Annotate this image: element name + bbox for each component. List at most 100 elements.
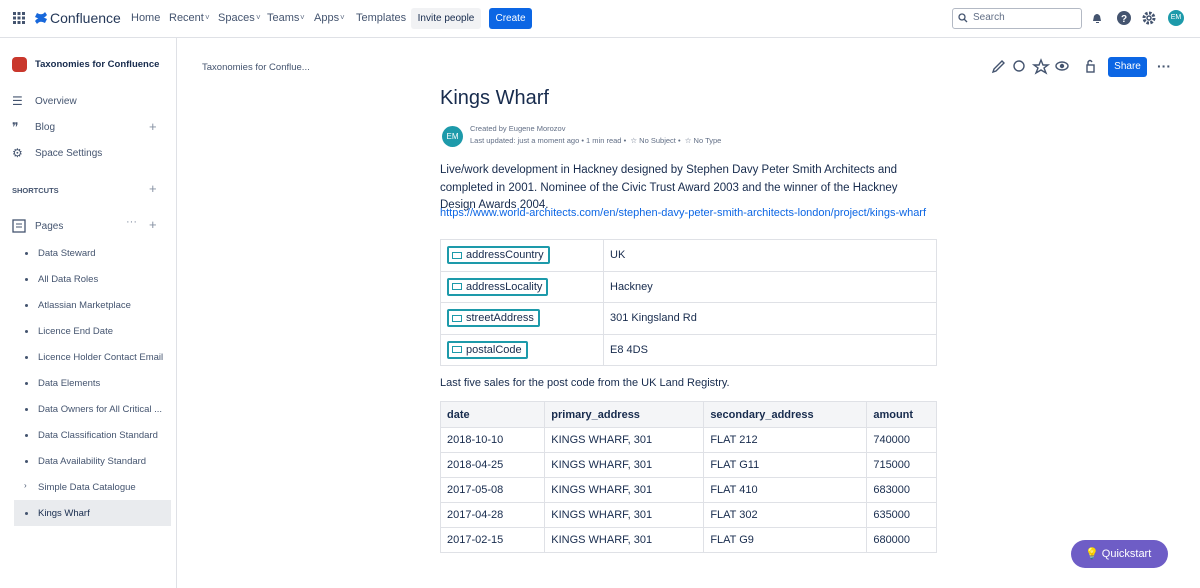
page-link[interactable]: All Data Roles [38,274,99,285]
property-key: addressLocality [447,277,549,296]
table-cell: FLAT G9 [703,527,868,553]
column-header: primary_address [544,401,705,428]
space-title[interactable]: Taxonomies for Confluence [35,59,160,70]
page-link[interactable]: Licence End Date [38,326,113,337]
chevron: ˅ [340,13,345,22]
table-row: 2017-04-28 KINGS WHARF, 301 FLAT 302 635000 [439,502,937,528]
nav-item[interactable]: Spaces [218,12,255,24]
nav-item[interactable]: Apps [314,12,340,24]
property-key-cell: streetAddress [440,302,604,335]
page-link[interactable]: Data Elements [38,378,101,389]
property-value: E8 4DS [603,333,937,366]
column-header: amount [866,401,937,428]
sidebar-link[interactable]: Blog [35,122,56,133]
table-cell: FLAT G11 [703,452,868,478]
sidebar-link[interactable]: Space Settings [35,148,103,159]
property-key: addressCountry [447,246,550,265]
page-link[interactable]: Licence Holder Contact Email [38,352,164,363]
page-actions[interactable] [990,58,1100,76]
page-link[interactable]: Simple Data Catalogue [38,482,136,493]
table-cell: KINGS WHARF, 301 [544,452,705,478]
page-link[interactable]: Data Owners for All Critical ... [38,404,163,415]
help[interactable]: ? [1116,10,1132,26]
column-header: date [439,401,546,428]
table-cell: 740000 [866,427,937,453]
page-link[interactable]: Data Availability Standard [38,456,147,467]
share-button[interactable]: Share [1108,57,1147,77]
top-nav: Confluence Home Recent Spaces Teams Apps Temp… [0,0,1200,38]
bullet [25,460,28,463]
page-link[interactable]: Data Classification Standard [38,430,158,441]
bullet [25,356,28,359]
read-time: 1 min read [586,136,622,145]
sales-caption: Last five sales for the post code from t… [440,377,730,389]
link[interactable]: https://www.world-architects.com/en/step… [440,207,927,219]
property-value: UK [603,239,937,272]
table-row: 2018-10-10 KINGS WHARF, 301 FLAT 212 740000 [439,427,937,453]
page-link[interactable]: Atlassian Marketplace [38,300,131,311]
nav-item[interactable]: Recent [169,12,204,24]
more[interactable]: ··· [126,216,137,228]
table-cell: 2017-02-15 [439,527,546,553]
add-shortcut[interactable]: + [149,181,157,196]
link-icon: ☰ [12,94,23,108]
properties-table: addressCountry UK addressLocality Hackney st… [440,239,937,366]
add-blog[interactable]: + [149,119,157,134]
table-cell: 2017-05-08 [439,477,546,503]
create-button[interactable]: Create [489,8,532,29]
property-row: addressCountry UK [440,239,937,272]
table-cell: KINGS WHARF, 301 [544,502,705,528]
expand[interactable]: › [24,481,27,490]
bullet [25,512,28,515]
property-row: postalCode E8 4DS [440,333,937,366]
table-cell: FLAT 212 [703,427,868,453]
more-actions[interactable]: ··· [1157,58,1171,74]
invite-button[interactable]: Invite people [411,8,481,29]
property-key: postalCode [447,340,528,359]
add-page[interactable]: + [149,217,157,232]
brand[interactable]: Confluence [50,10,121,26]
table-cell: 2018-04-25 [439,452,546,478]
nav-item[interactable]: Teams [267,12,300,24]
property-key-cell: addressLocality [440,270,604,303]
table-cell: 635000 [866,502,937,528]
user-avatar[interactable]: EM [1168,10,1184,26]
property-value: 301 Kingsland Rd [603,302,937,335]
property-key: streetAddress [447,309,540,328]
property-value: Hackney [603,270,937,303]
table-cell: KINGS WHARF, 301 [544,477,705,503]
app-switcher[interactable] [13,12,25,24]
property-key-cell: addressCountry [440,239,604,272]
subject: No Subject [639,136,676,145]
sidebar-link[interactable]: Overview [35,96,77,107]
table-cell: 683000 [866,477,937,503]
chevron: ˅ [256,13,261,22]
property-row: streetAddress 301 Kingsland Rd [440,302,937,335]
breadcrumb[interactable]: Taxonomies for Conflue... [202,62,310,73]
bullet [25,252,28,255]
page-link[interactable]: Kings Wharf [38,508,90,519]
pages-heading[interactable]: Pages [35,221,64,232]
header-row: date primary_address secondary_address amou… [439,401,937,428]
notifications[interactable] [1090,11,1104,25]
bullet [25,304,28,307]
svg-text:?: ? [1121,14,1127,25]
logo[interactable] [34,11,48,25]
sidebar: Taxonomies for Confluence ☰ Overview ❞ Blog… [0,38,177,588]
column-header: secondary_address [703,401,868,428]
link-icon: ⚙ [12,146,23,160]
quickstart-label: Quickstart [1101,548,1152,560]
table-cell: KINGS WHARF, 301 [544,527,705,553]
search-box[interactable]: Search [952,8,1082,29]
nav-item[interactable]: Templates [356,12,407,24]
table-cell: FLAT 302 [703,502,868,528]
shortcuts-heading: SHORTCUTS [12,186,59,195]
nav-item[interactable]: Home [131,12,161,24]
created-by: Created by Eugene Morozov [470,124,566,133]
chevron: ˅ [205,13,210,22]
settings[interactable] [1142,11,1156,25]
search-placeholder: Search [973,12,1005,23]
quickstart-button[interactable]: 💡 Quickstart [1071,540,1168,568]
page-link[interactable]: Data Steward [38,248,96,259]
